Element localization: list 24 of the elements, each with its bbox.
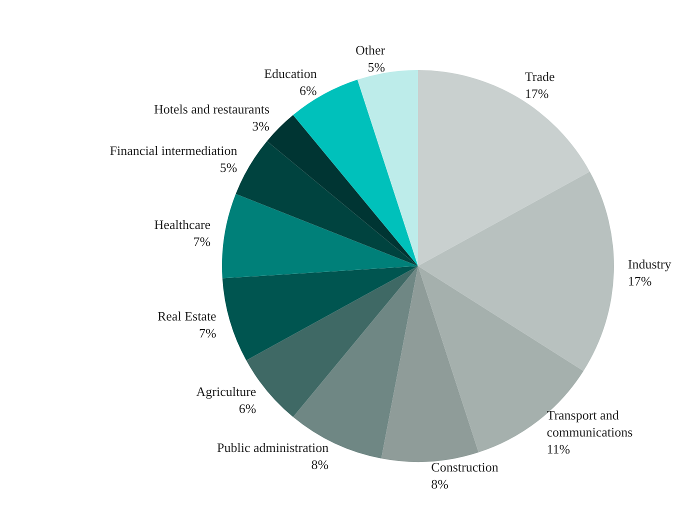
slice-label: Industry [628,256,672,272]
slice-label: Financial intermediation [110,143,238,158]
slice-label: Transport and communications [546,407,633,440]
data-label: 5% [220,160,238,176]
slice-label: Construction [431,460,499,475]
data-label: 8% [431,476,449,492]
data-label: 6% [299,82,317,98]
data-label: 6% [238,400,256,416]
data-label: 3% [252,118,270,134]
slice-label: Agriculture [196,384,256,399]
data-label: 5% [368,60,386,75]
data-label: 7% [198,326,216,341]
slice-label: Trade [524,69,555,84]
slice-label: Healthcare [154,217,211,232]
slice-label: Education [264,66,318,81]
slice-label: Other [356,42,386,58]
slice-label: Hotels and restaurants [154,102,270,117]
data-label: 7% [193,234,211,250]
data-label: 17% [524,86,549,102]
data-label: 8% [311,457,329,472]
slice-label: Real Estate [157,308,217,324]
slice-label: Public administration [217,440,330,456]
data-label: 17% [628,274,652,289]
data-label: 11% [546,441,570,456]
